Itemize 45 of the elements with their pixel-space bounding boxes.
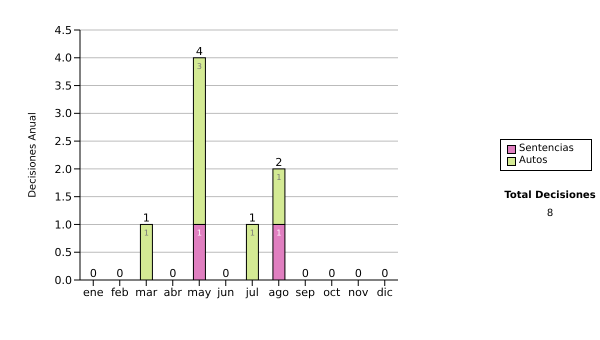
data-label: 1: [196, 228, 202, 238]
y-tick-label: 4.0: [54, 52, 72, 65]
y-tick-label: 1.0: [54, 218, 72, 232]
x-tick-label: feb: [110, 286, 129, 299]
x-tick-label: ago: [268, 286, 290, 299]
data-label: 1: [144, 228, 149, 238]
text: Total Decisiones: [503, 190, 597, 201]
total-label: 0: [116, 267, 124, 280]
y-tick-label: 3.0: [54, 107, 72, 120]
y-tick-label: 3.5: [54, 79, 72, 92]
total-label: 0: [381, 267, 388, 280]
y-tick-label: 4.5: [54, 24, 72, 37]
y-axis-title: Decisiones Anual: [28, 112, 39, 198]
total-label: 0: [90, 267, 97, 280]
y-tick-label: 1.5: [54, 190, 72, 204]
total-label: 0: [222, 267, 230, 280]
total-label: 0: [302, 267, 309, 280]
total-label: 1: [248, 211, 256, 224]
y-tick-label: 0.5: [54, 246, 72, 260]
x-tick-label: nov: [348, 286, 369, 299]
legend-label: Sentencias: [519, 143, 574, 155]
x-tick-label: may: [187, 286, 212, 299]
x-tick-label: jul: [244, 286, 259, 299]
total-label: 2: [275, 156, 282, 169]
data-label: 1: [276, 228, 282, 238]
legend-label: Autos: [519, 155, 548, 167]
total-label: 0: [354, 267, 362, 280]
data-label: 1: [276, 172, 282, 182]
x-tick-label: ene: [82, 286, 104, 299]
x-tick-label: dic: [376, 286, 393, 299]
x-tick-label: oct: [323, 286, 341, 299]
text: 8: [546, 208, 554, 219]
data-label: 3: [196, 62, 202, 71]
y-tick-label: 2.5: [54, 135, 72, 148]
x-tick-label: jun: [216, 286, 234, 299]
x-tick-label: sep: [296, 286, 316, 299]
total-label: 0: [169, 267, 176, 280]
y-tick-label: 2.0: [54, 162, 72, 176]
total-label: 0: [328, 267, 336, 280]
x-tick-label: abr: [164, 286, 182, 299]
total-label: 4: [196, 44, 203, 58]
y-tick-label: 0.0: [54, 274, 72, 287]
x-tick-label: mar: [135, 286, 158, 299]
data-label: 1: [250, 228, 255, 238]
total-label: 1: [142, 211, 150, 224]
